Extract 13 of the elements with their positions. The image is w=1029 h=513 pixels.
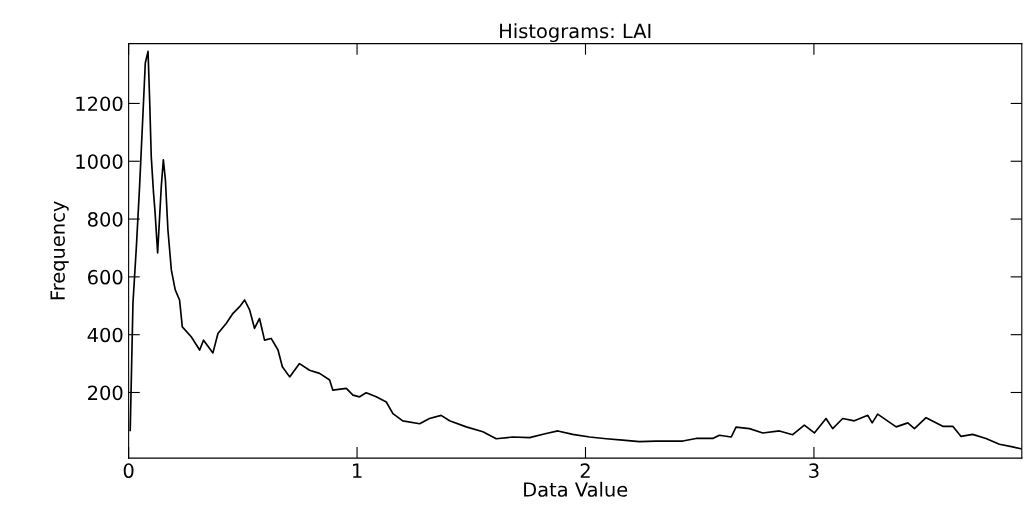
chart-title: Histograms: LAI	[500, 23, 651, 43]
y-axis-title: Frequency	[50, 201, 69, 300]
y-tick-label: 1000	[76, 154, 123, 169]
y-tick-label: 400	[87, 327, 123, 343]
y-tick-label: 1200	[76, 96, 123, 112]
x-tick-label: 0	[123, 463, 134, 479]
y-tick-label: 600	[88, 269, 123, 285]
y-tick-label: 800	[87, 212, 123, 227]
x-tick-label: 2	[580, 463, 590, 478]
x-axis-title: Data Value	[524, 481, 628, 497]
x-tick-label: 1	[353, 463, 362, 478]
y-tick-label: 200	[88, 385, 123, 401]
x-tick-label: 3	[809, 463, 819, 479]
